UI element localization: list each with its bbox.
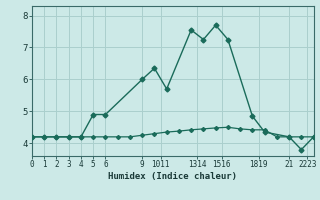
X-axis label: Humidex (Indice chaleur): Humidex (Indice chaleur) — [108, 172, 237, 181]
